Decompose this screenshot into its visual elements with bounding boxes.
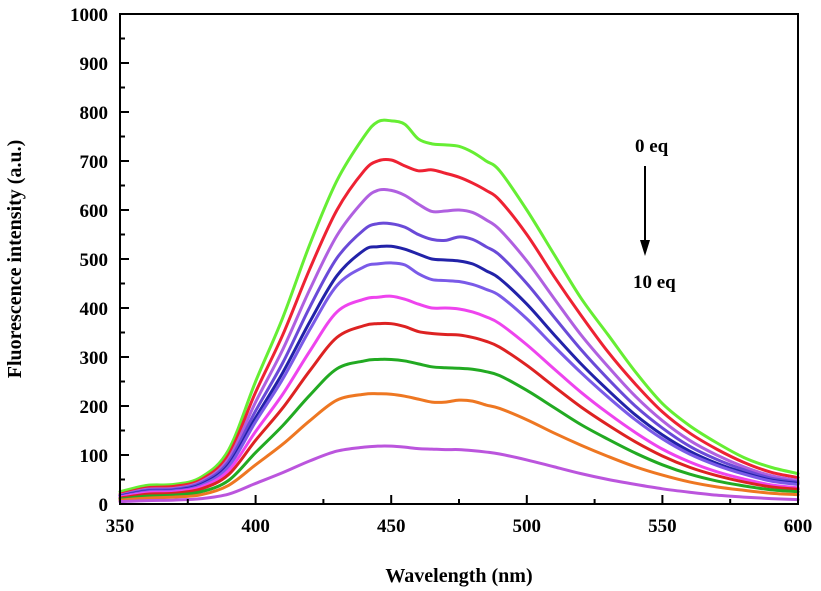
y-tick-label: 500 — [80, 250, 109, 271]
x-tick-label: 600 — [784, 516, 813, 537]
y-tick-label: 0 — [99, 495, 109, 516]
series-line-4-eq — [118, 244, 800, 498]
trend-arrow — [640, 166, 650, 256]
series-layer — [118, 118, 800, 504]
y-tick-label: 900 — [80, 54, 109, 75]
x-tick-label: 350 — [106, 516, 135, 537]
x-axis-title: Wavelength (nm) — [385, 565, 532, 587]
y-axis-title: Fluorescence intensity (a.u.) — [4, 140, 26, 379]
series-line-0-eq — [118, 118, 800, 494]
x-tick-label: 450 — [377, 516, 406, 537]
y-tick-label: 300 — [80, 348, 109, 369]
y-tick-label: 800 — [80, 103, 109, 124]
annotation-start-label: 0 eq — [635, 136, 669, 157]
y-tick-label: 400 — [80, 299, 109, 320]
y-tick-label: 700 — [80, 152, 109, 173]
series-line-1-eq — [118, 157, 800, 496]
series-line-7-eq — [118, 321, 800, 500]
series-line-5-eq — [118, 261, 800, 499]
series-line-10-eq — [118, 444, 800, 504]
y-tick-label: 100 — [80, 446, 109, 467]
series-line-8-eq — [118, 357, 800, 501]
y-tick-label: 600 — [80, 201, 109, 222]
y-tick-label: 1000 — [70, 5, 108, 26]
series-line-6-eq — [118, 294, 800, 499]
x-tick-label: 400 — [241, 516, 270, 537]
series-line-3-eq — [118, 221, 800, 498]
y-tick-label: 200 — [80, 397, 109, 418]
series-line-9-eq — [118, 392, 800, 502]
x-tick-label: 500 — [513, 516, 542, 537]
tick-layer: 350 400 450 500 550 600 0 100 200 300 400 500 600 700… — [70, 5, 812, 537]
x-tick-label: 550 — [648, 516, 677, 537]
series-line-2-eq — [118, 187, 800, 497]
trend-arrow-head — [640, 240, 650, 256]
annotation-end-label: 10 eq — [633, 272, 676, 293]
